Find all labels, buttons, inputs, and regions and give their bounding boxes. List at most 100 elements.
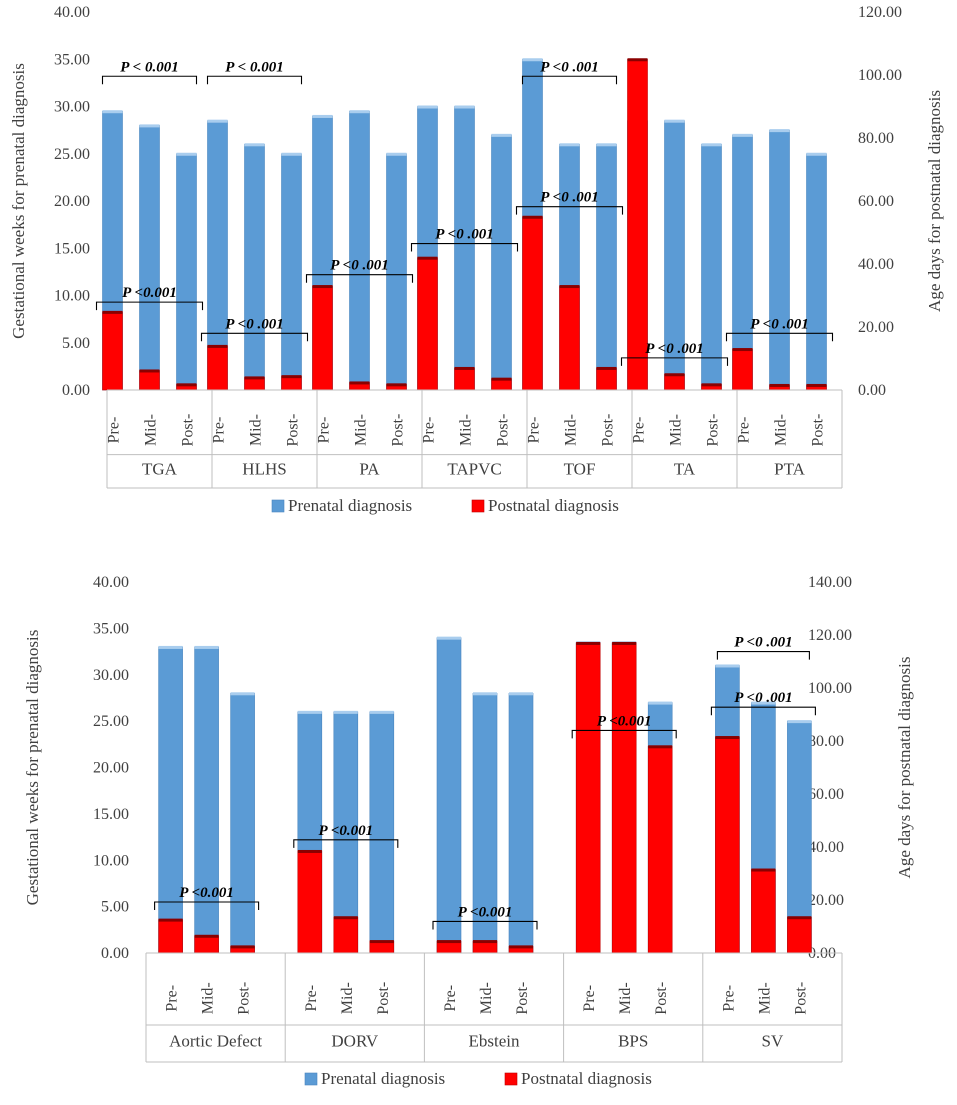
subcategory-label: Mid- [756,982,773,1014]
legend: Prenatal diagnosis Postnatal diagnosis [304,1069,652,1088]
group-label: PA [359,459,380,478]
group-label: TOF [564,459,596,478]
chart-panel-2: 0.00 5.00 10.00 15.00 20.00 25.00 30.00 35.00 40… [23,574,914,1088]
prenatal-bar-cap [349,110,370,114]
subcategory-label: Pre- [581,985,598,1012]
group-label: TGA [142,459,178,478]
prenatal-bar-cap [806,152,827,156]
postnatal-bar-cap [230,945,255,949]
postnatal-bar-cap [596,366,617,370]
postnatal-bar [787,916,812,954]
legend-swatch-prenatal [271,499,285,513]
postnatal-bar-cap [732,348,753,352]
subcategory-label: Pre- [303,985,320,1012]
y-tick-label: 30.00 [54,99,90,116]
postnatal-bar [312,285,333,391]
postnatal-bar-cap [715,736,740,740]
postnatal-bar [715,736,740,954]
y2-axis-title: Age days for postnatal diagnosis [895,657,914,879]
postnatal-bar-cap [369,940,394,944]
subcategory-label: Post- [792,982,809,1015]
subcategory-label: Pre- [164,985,181,1012]
prenatal-bar-cap [715,664,740,668]
prenatal-bar [787,720,812,954]
subcategory-label: Mid- [458,414,475,446]
prenatal-bar [281,153,302,391]
postnatal-bar [333,916,359,954]
legend: Prenatal diagnosis Postnatal diagnosis [271,496,619,515]
prenatal-bar [491,134,512,391]
postnatal-bar-cap [787,916,812,920]
prenatal-bar-cap [176,152,197,156]
significance-bracket [620,357,729,366]
subcategory-label: Post- [375,982,392,1015]
postnatal-bar [647,745,673,954]
prenatal-bar-cap [769,129,790,133]
subcategory-label: Mid- [339,982,356,1014]
subcategory-label: Mid- [668,414,685,446]
subcategory-label: Mid- [773,414,790,446]
p-value-annotation: P <0 .001 [734,635,792,651]
prenatal-bar-cap [102,110,123,114]
postnatal-bar-cap [627,58,648,62]
postnatal-bar [732,348,753,391]
prenatal-bar [139,125,160,391]
legend-label-prenatal: Prenatal diagnosis [321,1069,445,1088]
p-value-annotation: P <0 .001 [540,190,598,206]
prenatal-bar-cap [596,143,617,147]
prenatal-bar-cap [664,119,685,123]
p-value-annotation: P <0.001 [122,285,177,301]
postnatal-bar-cap [509,945,533,949]
p-value-annotation: P < 0.001 [120,59,178,75]
postnatal-bar [522,216,543,391]
postnatal-bar-cap [139,369,160,373]
y-tick-label: 35.00 [93,620,129,637]
significance-bracket [515,206,624,215]
postnatal-bar-cap [576,641,601,645]
group-label: HLHS [242,459,286,478]
postnatal-bar-cap [194,934,219,938]
postnatal-bar-cap [417,256,438,260]
prenatal-bar [769,129,790,391]
prenatal-bar-cap [509,692,533,696]
postnatal-bar [559,285,580,391]
y-tick-label: 40.00 [93,574,129,591]
p-value-annotation: P <0.001 [318,823,373,839]
prenatal-bar [158,646,183,954]
subcategory-label: Mid- [478,982,495,1014]
prenatal-bar-cap [333,710,358,714]
prenatal-bar-cap [701,143,722,147]
y2-tick-label: 20.00 [858,319,894,336]
p-value-annotation: P <0.001 [458,904,513,920]
postnatal-bar-cap [437,940,461,944]
prenatal-bar-cap [437,636,461,640]
prenatal-bar [333,711,359,954]
prenatal-bar [701,144,722,391]
postnatal-bar-cap [806,383,827,387]
y-tick-label: 35.00 [54,51,90,68]
group-label: SV [762,1032,784,1051]
y2-tick-label: 40.00 [808,839,844,856]
postnatal-bar [751,869,776,954]
y-tick-label: 5.00 [101,899,129,916]
subcategory-label: Pre- [211,417,228,444]
significance-bracket [95,301,204,311]
p-value-annotation: P <0 .001 [225,316,283,332]
y-axis-title: Gestational weeks for prenatal diagnosis [23,630,42,906]
subcategory-label: Post- [390,414,407,447]
prenatal-bar-cap [312,114,333,118]
subcategory-label: Pre- [442,985,459,1012]
significance-bracket [101,75,198,85]
subcategory-label: Post- [514,982,531,1015]
y-tick-label: 0.00 [101,945,129,962]
postnatal-bar-cap [612,641,637,645]
significance-bracket [725,332,834,342]
postnatal-bar [158,919,183,954]
prenatal-bar-cap [491,133,512,137]
subcategory-label: Post- [180,414,197,447]
prenatal-bar-cap [244,143,265,147]
prenatal-bar-cap [522,58,543,62]
postnatal-bar-cap [207,344,228,348]
p-value-annotation: P <0 .001 [750,316,808,332]
prenatal-bar-cap [559,143,580,147]
